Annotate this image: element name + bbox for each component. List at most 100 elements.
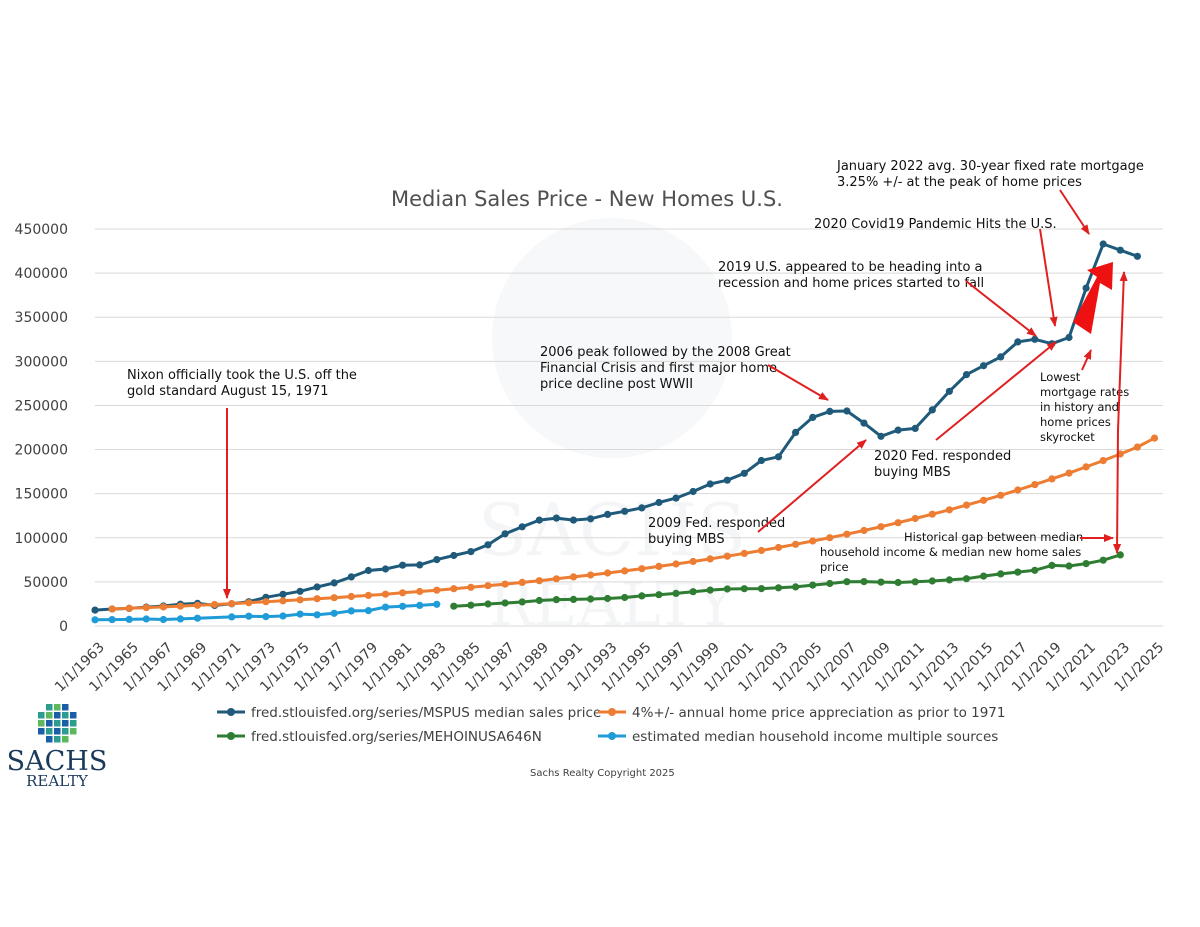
point-appreciation-1967: [159, 603, 167, 611]
point-mspus-2003: [774, 453, 783, 461]
point-income-fred-1998: [689, 588, 697, 596]
big-up-arrow-icon: [1073, 262, 1113, 334]
annotation-lowest-line-1: Lowest: [1040, 370, 1081, 384]
point-income-fred-2002: [757, 585, 766, 593]
point-income-fred-2009: [877, 578, 885, 586]
annotation-gap-line-2: household income & median new home sales: [820, 545, 1081, 559]
point-income-fred-1999: [706, 586, 714, 594]
point-appreciation-1986: [484, 582, 492, 590]
point-mspus-2004: [792, 428, 800, 436]
point-mspus-1975: [296, 587, 304, 595]
logo-tile: [46, 712, 53, 719]
point-mspus-2009: [877, 432, 885, 440]
point-mspus-1989: [535, 516, 543, 524]
point-mspus-2005: [809, 413, 817, 421]
point-mspus-2024: [1133, 252, 1141, 260]
point-appreciation-2007: [843, 530, 851, 538]
point-appreciation-2019: [1048, 475, 1056, 483]
legend-item-appreciation: 4%+/- annual home price appreciation as …: [598, 705, 1006, 721]
point-mspus-2012: [928, 406, 936, 414]
point-appreciation-1983: [433, 586, 441, 594]
point-appreciation-1965: [125, 604, 133, 612]
point-mspus-2017: [1014, 338, 1022, 346]
point-appreciation-1997: [672, 560, 680, 568]
point-appreciation-2008: [860, 526, 868, 535]
annotation-gap-line-1: Historical gap between median: [904, 530, 1083, 544]
point-appreciation-2004: [792, 540, 800, 548]
legend-item-income-est: estimated median household income multip…: [598, 729, 998, 745]
annotation-peak2006-line-3: price decline post WWII: [540, 377, 693, 392]
point-appreciation-1982: [416, 587, 424, 596]
annotation-fed2020-line-1: 2020 Fed. responded: [874, 449, 1011, 464]
annotation-lowest-arrow: [1081, 349, 1092, 371]
logo-tile: [70, 712, 77, 719]
point-income-fred-2017: [1014, 568, 1022, 576]
point-income-fred-2006: [826, 579, 834, 588]
annotation-lowest-line-2: mortgage rates: [1040, 385, 1129, 399]
point-appreciation-2018: [1031, 481, 1039, 489]
series-line-income-fred: [453, 553, 1121, 608]
point-appreciation-1973: [262, 598, 270, 606]
y-axis: 0 50000 100000 150000 200000 250000 300000 3500…: [15, 222, 68, 635]
point-income-fred-2004: [792, 583, 800, 591]
logo-tile: [70, 728, 77, 735]
logo-tile: [46, 720, 53, 727]
point-appreciation-1999: [706, 555, 714, 563]
point-income-fred-1992: [587, 595, 595, 603]
point-income-fred-2007: [843, 578, 851, 586]
point-income-fred-1990: [552, 596, 561, 604]
point-income-fred-2012: [928, 577, 936, 585]
gridlines: [95, 228, 1163, 627]
point-mspus-1981: [399, 561, 407, 569]
point-income-est-1965: [125, 615, 133, 624]
point-appreciation-1977: [330, 594, 338, 602]
logo-tile: [62, 704, 69, 711]
y-tick-label-350000: 350000: [15, 310, 68, 326]
annotation-nixon-line-2: gold standard August 15, 1971: [127, 384, 329, 399]
point-appreciation-2000: [723, 552, 731, 560]
y-tick-label-150000: 150000: [15, 487, 68, 503]
annotation-jan2022-line-1: January 2022 avg. 30-year fixed rate mor…: [836, 159, 1144, 174]
gap-span-arrow-down: [1113, 429, 1122, 554]
point-income-fred-1993: [604, 594, 612, 603]
point-appreciation-1989: [535, 577, 543, 585]
point-income-fred-1985: [467, 601, 475, 609]
point-mspus-1974: [279, 590, 287, 598]
y-tick-label-250000: 250000: [15, 398, 68, 414]
point-mspus-1979: [364, 566, 372, 575]
point-mspus-1995: [638, 504, 646, 512]
watermark: SACHS REALTY: [478, 218, 746, 640]
point-appreciation-1970: [211, 600, 219, 609]
point-appreciation-2016: [997, 491, 1005, 499]
point-mspus-2007: [843, 407, 851, 415]
annotation-gap: Historical gap between median household …: [820, 271, 1128, 574]
point-income-est-1971: [228, 613, 236, 621]
point-income-fred-1991: [569, 595, 578, 604]
point-income-fred-2011: [911, 578, 919, 586]
point-mspus-2023: [1116, 246, 1124, 254]
point-income-est-1968: [176, 615, 184, 623]
point-income-est-1963: [91, 616, 99, 624]
legend-item-income-fred: fred.stlouisfed.org/series/MEHOINUSA646N: [217, 729, 542, 745]
point-mspus-1998: [689, 487, 697, 496]
logo-tile: [46, 736, 53, 743]
point-appreciation-1984: [450, 585, 458, 593]
point-income-fred-1989: [535, 596, 543, 605]
logo-tile: [54, 712, 61, 719]
point-mspus-1986: [484, 541, 492, 549]
point-income-fred-2022: [1099, 556, 1107, 564]
point-income-est-1976: [313, 611, 321, 619]
legend-label-income-est: estimated median household income multip…: [632, 729, 998, 745]
annotation-jan2022-line-2: 3.25% +/- at the peak of home prices: [837, 175, 1082, 190]
logo-tile: [38, 728, 45, 735]
point-appreciation-2003: [774, 543, 783, 552]
point-mspus-2002: [757, 456, 766, 465]
point-appreciation-1964: [108, 605, 116, 613]
point-income-fred-1994: [621, 593, 629, 602]
watermark-globe: [492, 218, 732, 458]
point-appreciation-2001: [740, 549, 748, 558]
point-appreciation-1980: [381, 590, 390, 598]
point-mspus-1988: [518, 523, 526, 531]
point-appreciation-2021: [1082, 463, 1090, 471]
annotation-nixon-line-1: Nixon officially took the U.S. off the: [127, 368, 357, 383]
